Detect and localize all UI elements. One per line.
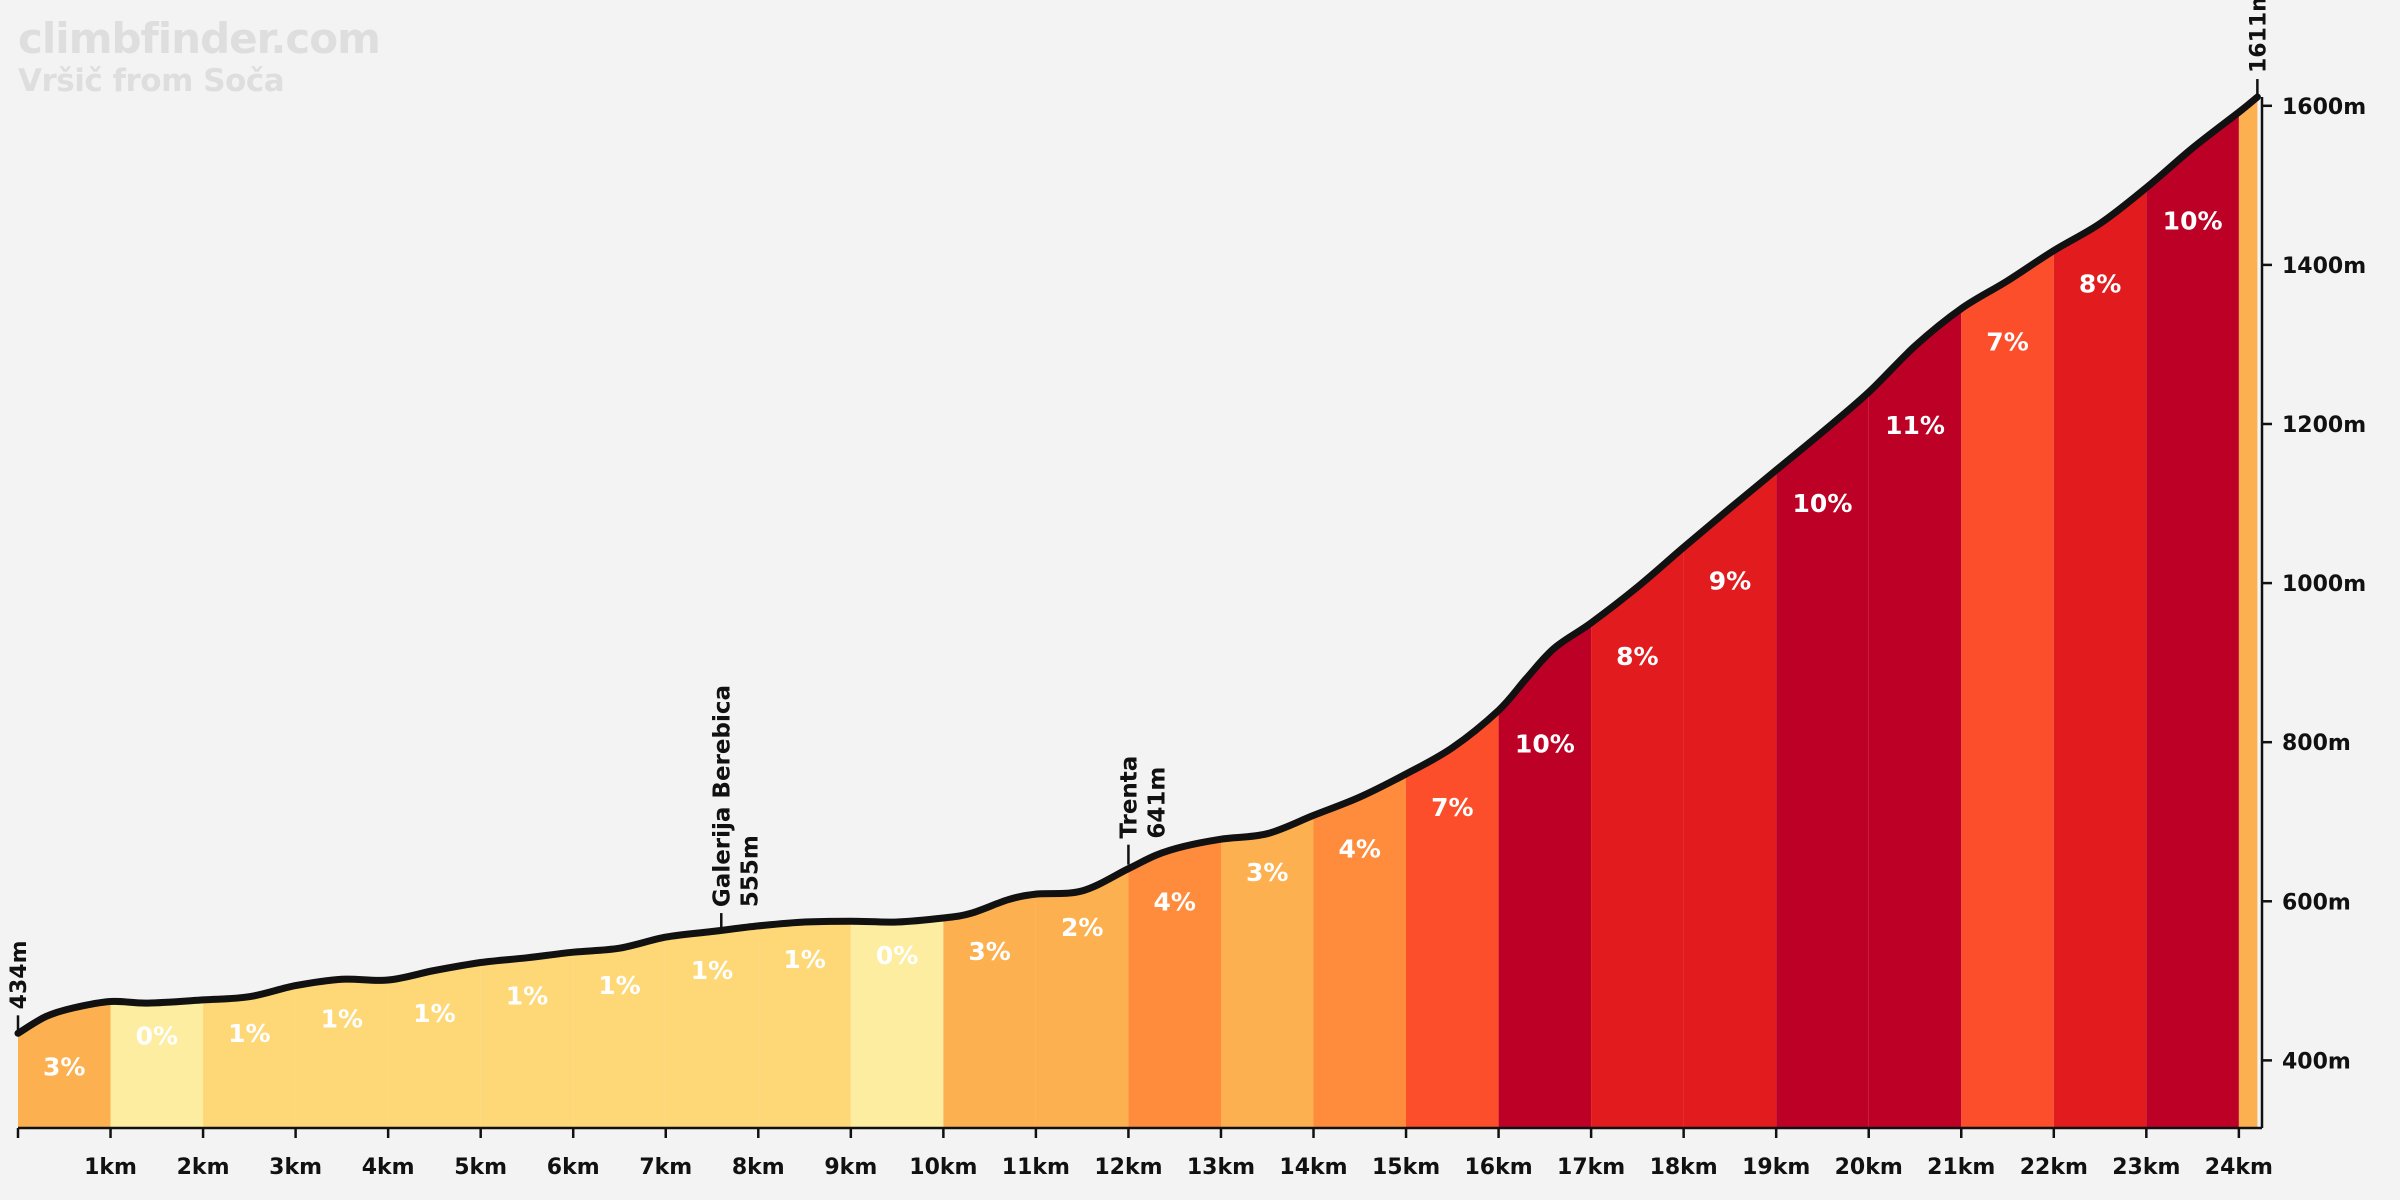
- waypoint-elevation-1: 555m: [737, 835, 763, 907]
- brand-site: climbfinder.com: [18, 14, 381, 63]
- segment-km-2: [110, 999, 204, 1128]
- y-tick-label-800: 800m: [2282, 731, 2351, 756]
- x-tick-label-5: 5km: [454, 1155, 507, 1180]
- x-tick-label-2: 2km: [177, 1155, 230, 1180]
- gradient-label-km-7: 1%: [598, 971, 640, 1000]
- segment-km-19: [1683, 470, 1777, 1129]
- x-tick-label-24: 24km: [2205, 1155, 2273, 1180]
- gradient-label-km-13: 4%: [1153, 888, 1195, 917]
- waypoint-elevation-2: 641m: [1144, 767, 1170, 839]
- x-tick-label-22: 22km: [2020, 1155, 2088, 1180]
- x-tick-label-16: 16km: [1464, 1155, 1532, 1180]
- x-tick-label-9: 9km: [824, 1155, 877, 1180]
- segment-km-6: [480, 952, 574, 1128]
- gradient-label-km-12: 2%: [1061, 913, 1103, 942]
- segment-km-5: [388, 962, 481, 1128]
- segment-km-4: [295, 979, 389, 1128]
- waypoint-name-1: Galerija Berebica: [709, 685, 735, 907]
- gradient-label-km-16: 7%: [1431, 793, 1473, 822]
- gradient-label-km-5: 1%: [413, 999, 455, 1028]
- gradient-label-km-1: 3%: [43, 1052, 85, 1081]
- gradient-label-km-9: 1%: [783, 945, 825, 974]
- gradient-label-km-15: 4%: [1339, 834, 1381, 863]
- gradient-label-km-10: 0%: [876, 941, 918, 970]
- gradient-label-km-2: 0%: [136, 1022, 178, 1051]
- segment-km-3: [203, 985, 296, 1128]
- segment-km-21: [1868, 308, 1962, 1129]
- x-tick-label-11: 11km: [1002, 1155, 1070, 1180]
- x-tick-label-8: 8km: [732, 1155, 785, 1180]
- start-elevation-label: 434m: [7, 940, 32, 1009]
- x-tick-label-21: 21km: [1927, 1155, 1995, 1180]
- x-tick-label-13: 13km: [1187, 1155, 1255, 1180]
- y-tick-label-1400: 1400m: [2282, 254, 2366, 279]
- segment-km-11: [943, 894, 1036, 1128]
- gradient-label-km-8: 1%: [691, 956, 733, 985]
- segment-km-8: [665, 925, 759, 1128]
- segment-km-1: [18, 1001, 111, 1128]
- x-tick-label-17: 17km: [1557, 1155, 1625, 1180]
- y-tick-label-600: 600m: [2282, 890, 2351, 915]
- gradient-label-km-21: 11%: [1885, 411, 1945, 440]
- segment-km-17: [1498, 622, 1592, 1128]
- segment-km-20: [1776, 392, 1869, 1128]
- segment-km-10: [850, 918, 944, 1128]
- segment-km-24: [2146, 112, 2239, 1128]
- x-tick-label-18: 18km: [1650, 1155, 1718, 1180]
- x-tick-label-6: 6km: [547, 1155, 600, 1180]
- x-tick-label-7: 7km: [639, 1155, 692, 1180]
- brand-watermark: climbfinder.com Vršič from Soča: [18, 14, 381, 99]
- gradient-label-km-3: 1%: [228, 1019, 270, 1048]
- segment-km-7: [573, 937, 666, 1128]
- x-tick-label-15: 15km: [1372, 1155, 1440, 1180]
- x-tick-label-12: 12km: [1094, 1155, 1162, 1180]
- gradient-label-km-6: 1%: [506, 982, 548, 1011]
- gradient-label-km-14: 3%: [1246, 858, 1288, 887]
- brand-climb-name: Vršič from Soča: [18, 63, 285, 99]
- segment-km-23: [2053, 187, 2147, 1128]
- waypoint-name-2: Trenta: [1116, 756, 1142, 839]
- x-tick-label-3: 3km: [269, 1155, 322, 1180]
- y-tick-label-1000: 1000m: [2282, 572, 2366, 597]
- gradient-label-km-20: 10%: [1793, 489, 1853, 518]
- gradient-label-km-18: 8%: [1616, 642, 1658, 671]
- segment-km-22: [1961, 250, 2054, 1129]
- x-tick-label-19: 19km: [1742, 1155, 1810, 1180]
- gradient-label-km-11: 3%: [968, 937, 1010, 966]
- profile-line-layer: [14, 93, 2261, 1037]
- gradient-label-km-24: 10%: [2163, 207, 2223, 236]
- gradient-label-km-17: 10%: [1515, 729, 1575, 758]
- x-tick-label-23: 23km: [2112, 1155, 2180, 1180]
- segment-km-25: [2238, 97, 2258, 1128]
- gradient-label-km-4: 1%: [321, 1005, 363, 1034]
- x-tick-label-4: 4km: [362, 1155, 415, 1180]
- gradient-segments: [18, 97, 2258, 1129]
- x-tick-label-14: 14km: [1279, 1155, 1347, 1180]
- gradient-label-km-23: 8%: [2079, 270, 2121, 299]
- segment-km-15: [1313, 774, 1406, 1128]
- gradient-labels: 3% 0% 1% 1% 1% 1% 1% 1% 1% 0% 3% 2% 4% 3% 4% 7% 10% 8% 9% 1…: [43, 207, 2222, 1082]
- segment-km-13: [1128, 839, 1221, 1128]
- end-elevation-label: 1611m: [2246, 0, 2271, 73]
- x-tick-label-1: 1km: [84, 1155, 137, 1180]
- y-tick-label-400: 400m: [2282, 1049, 2351, 1074]
- y-tick-label-1200: 1200m: [2282, 413, 2366, 438]
- segment-km-14: [1221, 815, 1314, 1128]
- y-tick-label-1600: 1600m: [2282, 95, 2366, 120]
- profile-line: [14, 93, 2261, 1037]
- waypoints: Galerija Berebica 555m Trenta 641m: [709, 685, 1170, 934]
- segment-km-9: [758, 921, 851, 1128]
- segment-km-12: [1035, 868, 1129, 1128]
- gradient-label-km-19: 9%: [1709, 566, 1751, 595]
- x-tick-label-10: 10km: [909, 1155, 977, 1180]
- segment-km-18: [1591, 547, 1684, 1128]
- gradient-label-km-22: 7%: [1986, 328, 2028, 357]
- axes: 1km 2km 3km 4km 5km 6km 7km 8km 9km 10km 11km 12km 1…: [7, 0, 2366, 1180]
- segment-km-16: [1406, 710, 1499, 1128]
- x-tick-label-20: 20km: [1835, 1155, 1903, 1180]
